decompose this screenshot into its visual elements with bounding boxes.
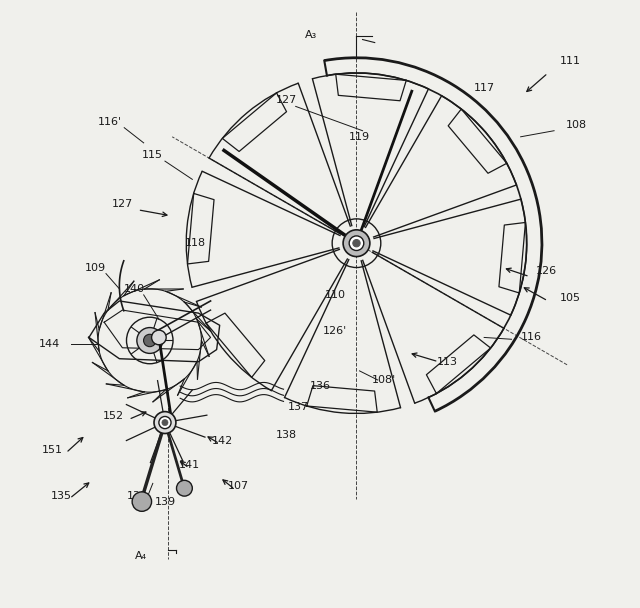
Circle shape xyxy=(137,328,163,353)
Text: 105: 105 xyxy=(560,293,581,303)
Text: 136: 136 xyxy=(310,381,330,391)
Text: 126': 126' xyxy=(323,326,348,336)
Circle shape xyxy=(343,230,370,257)
Circle shape xyxy=(132,492,152,511)
Text: 127: 127 xyxy=(112,199,133,209)
Circle shape xyxy=(152,330,166,345)
Text: 116: 116 xyxy=(521,333,541,342)
Text: 144: 144 xyxy=(39,339,60,348)
Text: 141: 141 xyxy=(179,460,200,470)
Circle shape xyxy=(353,240,360,247)
Text: 140: 140 xyxy=(124,284,145,294)
Text: 127: 127 xyxy=(276,95,297,105)
Text: 116': 116' xyxy=(98,117,122,126)
Text: 108': 108' xyxy=(372,375,396,385)
Text: 138: 138 xyxy=(276,430,297,440)
Text: 111: 111 xyxy=(560,56,581,66)
Text: 142: 142 xyxy=(212,436,234,446)
Text: 137: 137 xyxy=(288,402,309,412)
Text: 152: 152 xyxy=(102,412,124,421)
Circle shape xyxy=(177,480,193,496)
Text: 151: 151 xyxy=(42,445,63,455)
Text: 115: 115 xyxy=(142,150,163,160)
Circle shape xyxy=(349,236,364,250)
Text: 109: 109 xyxy=(84,263,106,272)
Text: 135: 135 xyxy=(51,491,72,500)
Circle shape xyxy=(162,420,168,426)
Text: 126: 126 xyxy=(536,266,557,275)
Text: 117: 117 xyxy=(474,83,495,93)
Circle shape xyxy=(143,334,156,347)
Text: 139: 139 xyxy=(154,497,175,506)
Text: 113: 113 xyxy=(437,357,458,367)
Circle shape xyxy=(159,416,171,429)
Text: 118: 118 xyxy=(185,238,206,248)
Text: 108: 108 xyxy=(566,120,588,130)
Text: 133: 133 xyxy=(127,491,148,500)
Text: 107: 107 xyxy=(227,482,248,491)
Text: A₄: A₄ xyxy=(134,551,147,561)
Text: A₃: A₃ xyxy=(305,30,317,40)
Text: 119: 119 xyxy=(349,132,370,142)
Text: 110: 110 xyxy=(324,290,346,300)
Circle shape xyxy=(154,412,176,434)
